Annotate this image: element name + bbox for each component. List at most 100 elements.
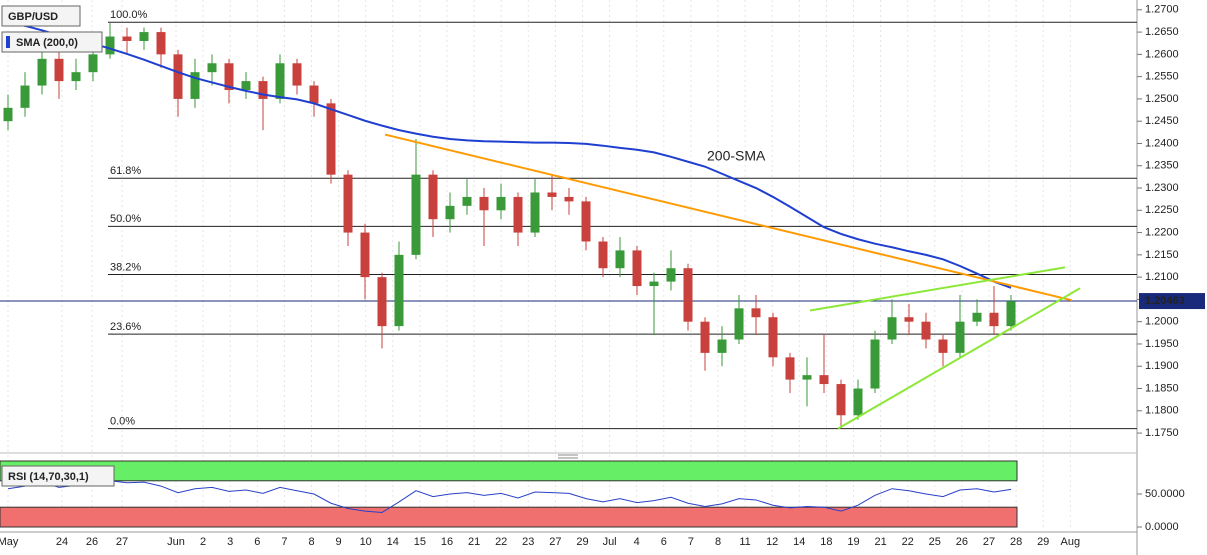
y-tick-label: 1.2200 (1145, 226, 1179, 238)
y-tick-label: 1.2000 (1145, 316, 1179, 328)
candle-body (751, 308, 761, 318)
rsi-y-tick-label: 50.0000 (1145, 488, 1185, 500)
candle-body (717, 339, 727, 353)
legend-title: GBP/USD (8, 11, 58, 23)
y-tick-label: 1.2450 (1145, 115, 1179, 127)
x-tick-label: 4 (634, 536, 640, 548)
candle-body (1006, 301, 1016, 327)
candle-body (836, 384, 846, 416)
legend-box (1, 465, 115, 487)
y-tick-label: 1.1950 (1145, 338, 1179, 350)
candle-body (581, 201, 591, 242)
x-tick-label: 22 (902, 536, 914, 548)
candle-body (377, 277, 387, 327)
candle-body (462, 196, 472, 206)
sma-line (7, 20, 1012, 289)
candle-body (428, 174, 438, 220)
candle-body (666, 268, 676, 282)
x-tick-label: May (0, 536, 19, 548)
candle-body (632, 250, 642, 287)
candle-body (938, 339, 948, 353)
candle-body (3, 107, 13, 122)
candle-body (71, 72, 81, 82)
candle-body (887, 317, 897, 340)
x-tick-label: 10 (360, 536, 372, 548)
rsi-title: RSI (14,70,30,1) (8, 471, 89, 483)
candle-body (343, 174, 353, 233)
y-tick-label: 1.2100 (1145, 271, 1179, 283)
candle-body (921, 321, 931, 340)
candle-body (88, 54, 98, 73)
candle-body (734, 308, 744, 340)
x-tick-label: 14 (793, 536, 805, 548)
trendline (837, 287, 1081, 430)
x-tick-label: 8 (715, 536, 721, 548)
x-tick-label: 26 (956, 536, 968, 548)
x-tick-label: Aug (1061, 536, 1081, 548)
y-tick-label: 1.2700 (1145, 4, 1179, 16)
x-tick-label: 3 (227, 536, 233, 548)
x-tick-label: 21 (468, 536, 480, 548)
y-tick-label: 1.2350 (1145, 160, 1179, 172)
x-tick-label: 27 (983, 536, 995, 548)
candle-body (649, 281, 659, 287)
x-tick-label: 25 (929, 536, 941, 548)
candle-body (496, 196, 506, 211)
candle-body (785, 357, 795, 380)
x-tick-label: 27 (549, 536, 561, 548)
candle-body (139, 32, 149, 41)
x-tick-label: 6 (254, 536, 260, 548)
fib-label: 50.0% (110, 213, 141, 225)
x-tick-label: 9 (336, 536, 342, 548)
x-tick-label: 7 (281, 536, 287, 548)
y-tick-label: 1.2600 (1145, 48, 1179, 60)
rsi-y-tick-label: 0.0000 (1145, 521, 1179, 533)
trendline (384, 133, 1073, 302)
y-tick-label: 1.2400 (1145, 137, 1179, 149)
x-tick-label: 6 (661, 536, 667, 548)
candle-body (802, 375, 812, 380)
x-tick-label: 23 (522, 536, 534, 548)
candle-body (105, 36, 115, 55)
candle-body (683, 268, 693, 322)
x-tick-label: 28 (1010, 536, 1022, 548)
candle-body (904, 317, 914, 322)
rsi-line (7, 480, 1012, 513)
candle-body (853, 388, 863, 416)
candle-body (445, 205, 455, 220)
candle-body (989, 312, 999, 327)
fib-label: 0.0% (110, 416, 135, 428)
fib-label: 100.0% (110, 9, 148, 21)
candle-body (207, 63, 217, 73)
fib-label: 38.2% (110, 261, 141, 273)
candle-body (955, 321, 965, 353)
x-tick-label: 22 (495, 536, 507, 548)
candle-body (700, 321, 710, 353)
y-tick-label: 1.2650 (1145, 26, 1179, 38)
x-tick-label: 21 (874, 536, 886, 548)
x-tick-label: Jul (603, 536, 617, 548)
x-tick-label: 14 (387, 536, 399, 548)
legend-box (1, 5, 81, 27)
fib-label: 61.8% (110, 165, 141, 177)
candle-body (224, 63, 234, 90)
candle-body (173, 54, 183, 99)
candle-body (870, 339, 880, 389)
overbought-band (0, 460, 1018, 482)
candle-body (547, 192, 557, 197)
candle-body (156, 32, 166, 55)
candle-body (513, 196, 523, 233)
y-tick-label: 1.2250 (1145, 204, 1179, 216)
candle-body (615, 250, 625, 269)
candle-body (54, 58, 64, 82)
legend-box (1, 31, 103, 53)
x-tick-label: 11 (739, 536, 750, 548)
candle-body (326, 103, 336, 175)
legend-swatch (6, 36, 10, 48)
candle-body (530, 192, 540, 233)
candle-body (598, 241, 608, 269)
x-tick-label: 29 (576, 536, 588, 548)
sma-annotation: 200-SMA (707, 148, 766, 164)
y-tick-label: 1.2550 (1145, 71, 1179, 83)
